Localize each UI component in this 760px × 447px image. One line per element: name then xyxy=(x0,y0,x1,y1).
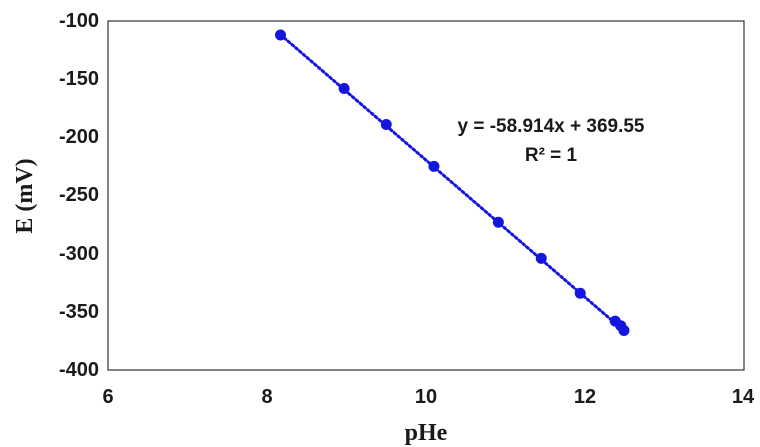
x-tick-label: 12 xyxy=(574,386,596,408)
y-tick-label: -350 xyxy=(59,301,99,323)
data-points xyxy=(275,29,630,336)
data-point xyxy=(618,324,630,336)
y-tick-label: -400 xyxy=(59,359,99,381)
y-axis-tick-labels: -100 -150 -200 -250 -300 -350 -400 xyxy=(59,10,99,381)
data-point xyxy=(275,29,287,41)
data-point xyxy=(574,287,586,299)
trendline-equation: y = -58.914x + 369.55 xyxy=(458,116,645,137)
x-tick-label: 10 xyxy=(415,386,437,408)
y-tick-label: -150 xyxy=(59,68,99,90)
data-point xyxy=(338,82,350,94)
data-point xyxy=(428,160,440,172)
x-tick-label: 6 xyxy=(102,386,113,408)
data-point xyxy=(535,252,547,264)
y-tick-label: -250 xyxy=(59,184,99,206)
x-tick-label: 8 xyxy=(261,386,272,408)
r-squared-label: R² = 1 xyxy=(525,145,578,166)
data-point xyxy=(380,119,392,131)
y-tick-label: -200 xyxy=(59,126,99,148)
y-tick-label: -100 xyxy=(59,10,99,32)
plot-area-frame xyxy=(107,20,745,371)
x-axis-tick-labels: 6 8 10 12 14 xyxy=(102,386,755,408)
trendline xyxy=(279,33,626,333)
y-tick-label: -300 xyxy=(59,243,99,265)
y-axis-title: E (mV) xyxy=(12,158,38,233)
x-tick-label: 14 xyxy=(732,386,755,408)
x-axis-title: pHe xyxy=(405,420,448,446)
data-point xyxy=(492,216,504,228)
